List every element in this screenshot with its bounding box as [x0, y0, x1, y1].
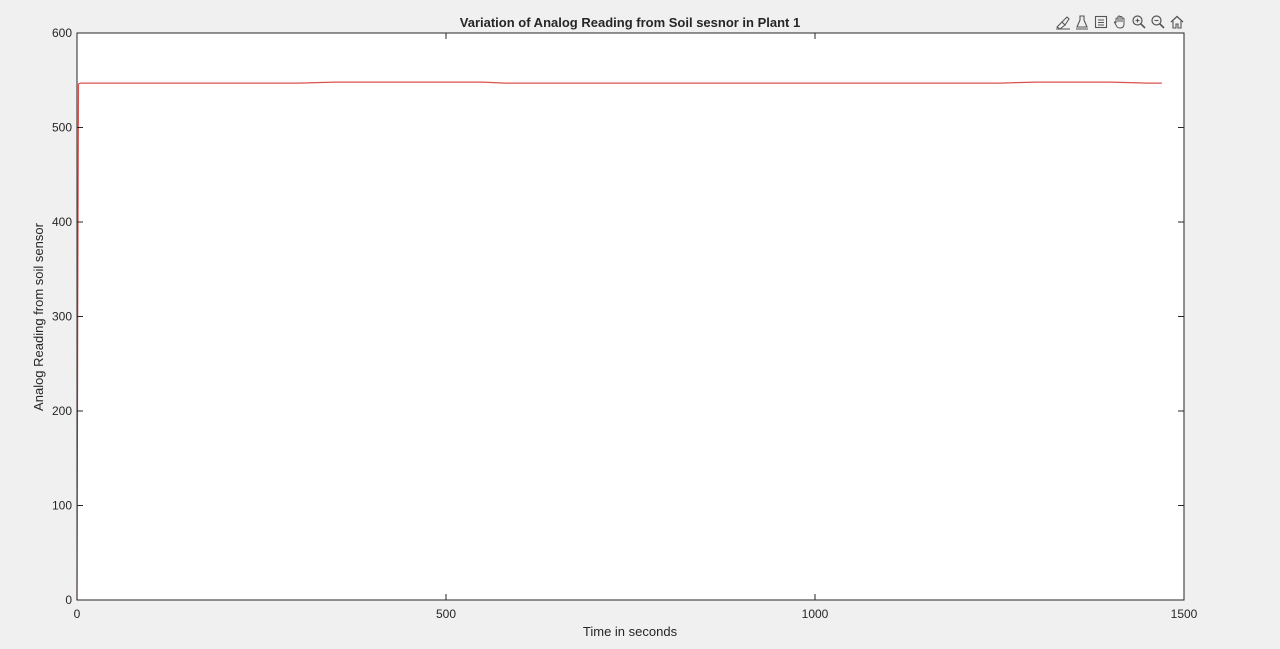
zoom-in-icon[interactable] — [1130, 13, 1148, 31]
y-tick-label: 200 — [52, 404, 72, 418]
home-restore-view-icon[interactable] — [1168, 13, 1186, 31]
data-tips-icon[interactable] — [1073, 13, 1091, 31]
series-line — [76, 81, 1162, 601]
y-axis-label: Analog Reading from soil sensor — [31, 222, 46, 411]
x-axis-label: Time in seconds — [583, 624, 678, 639]
x-tick-label: 1500 — [1171, 607, 1198, 621]
x-tick-label: 500 — [436, 607, 456, 621]
plot-area — [77, 33, 1184, 600]
axes-toolbar — [1054, 12, 1186, 32]
x-tick-label: 0 — [74, 607, 81, 621]
zoom-out-icon[interactable] — [1149, 13, 1167, 31]
brush-icon[interactable] — [1054, 13, 1072, 31]
x-tick-label: 1000 — [802, 607, 829, 621]
y-tick-label: 600 — [52, 26, 72, 40]
y-tick-label: 100 — [52, 499, 72, 513]
axes: 0 500 1000 1500 0 100 200 300 400 500 600 — [52, 26, 1198, 621]
y-tick-label: 0 — [65, 593, 72, 607]
pan-hand-icon[interactable] — [1111, 13, 1129, 31]
y-tick-label: 300 — [52, 310, 72, 324]
y-tick-label: 500 — [52, 121, 72, 135]
chart-title: Variation of Analog Reading from Soil se… — [460, 15, 800, 30]
export-icon[interactable] — [1092, 13, 1110, 31]
y-tick-label: 400 — [52, 215, 72, 229]
